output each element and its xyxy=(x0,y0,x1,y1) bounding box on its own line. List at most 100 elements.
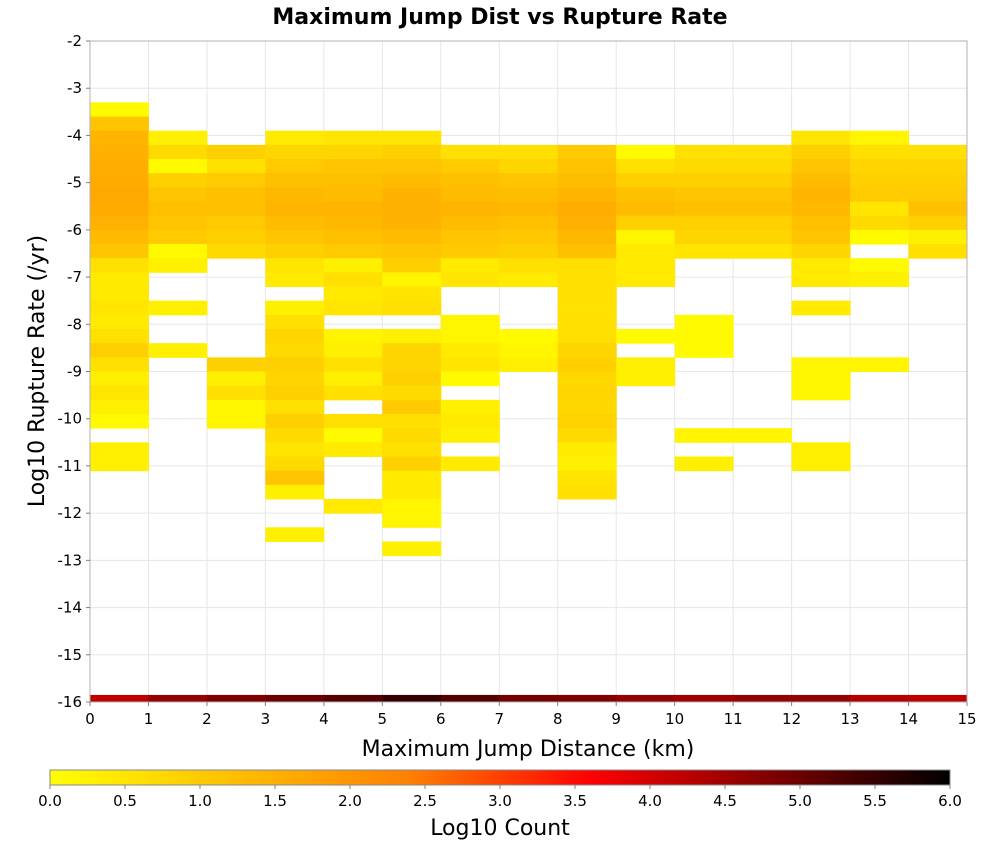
heatmap-cell xyxy=(265,187,325,203)
x-tick-label: 15 xyxy=(957,710,976,728)
heatmap-cell xyxy=(499,215,559,231)
heatmap-cell xyxy=(265,470,325,486)
heatmap-cell xyxy=(90,159,149,174)
heatmap-cell xyxy=(148,201,208,217)
heatmap-cell xyxy=(616,329,676,344)
heatmap-cell xyxy=(382,329,442,344)
heatmap-cell xyxy=(674,187,734,203)
heatmap-cell xyxy=(265,173,325,188)
heatmap-cell xyxy=(733,229,793,245)
heatmap-cell xyxy=(148,244,208,259)
heatmap-cell xyxy=(557,215,617,231)
heatmap-cell xyxy=(791,229,851,245)
heatmap-cell xyxy=(557,286,617,302)
heatmap-cell xyxy=(557,456,617,472)
heatmap-cell xyxy=(674,159,734,174)
heatmap-cell xyxy=(382,456,442,472)
heatmap-cell xyxy=(616,357,676,372)
heatmap-cell xyxy=(791,371,851,387)
heatmap-cell xyxy=(323,201,383,217)
heatmap-cell xyxy=(557,694,617,702)
heatmap-cell xyxy=(323,272,383,288)
heatmap-cell xyxy=(265,144,325,160)
x-tick-label: 11 xyxy=(724,710,743,728)
heatmap-cell xyxy=(90,187,149,203)
heatmap-cell xyxy=(557,258,617,273)
heatmap-cell xyxy=(382,130,442,146)
heatmap-cell xyxy=(733,187,793,203)
heatmap-cell xyxy=(382,470,442,486)
heatmap-cell xyxy=(90,215,149,231)
heatmap-cell xyxy=(323,244,383,259)
heatmap-cell xyxy=(148,130,208,146)
heatmap-cell xyxy=(557,371,617,387)
heatmap-cell xyxy=(382,187,442,203)
x-tick-label: 8 xyxy=(553,710,563,728)
heatmap-cell xyxy=(265,300,325,316)
heatmap-cell xyxy=(850,187,910,203)
heatmap-cell xyxy=(206,399,266,415)
x-tick-label: 0 xyxy=(85,710,95,728)
heatmap-cell xyxy=(733,694,793,702)
heatmap-cell xyxy=(791,201,851,217)
heatmap-cell xyxy=(90,456,149,472)
heatmap-cell xyxy=(382,442,442,457)
heatmap-cell xyxy=(791,215,851,231)
heatmap-cell xyxy=(616,229,676,245)
heatmap-cell xyxy=(265,357,325,372)
heatmap-cell xyxy=(90,300,149,316)
heatmap-cell xyxy=(674,329,734,344)
heatmap-cell xyxy=(265,244,325,259)
heatmap-cell xyxy=(382,215,442,231)
heatmap-cell xyxy=(499,329,559,344)
heatmap-cell xyxy=(674,215,734,231)
x-tick-label: 5 xyxy=(378,710,388,728)
heatmap-cell xyxy=(674,173,734,188)
heatmap-cell xyxy=(382,144,442,160)
heatmap-cell xyxy=(323,173,383,188)
heatmap-cell xyxy=(90,413,149,429)
y-tick-label: -15 xyxy=(58,646,83,664)
heatmap-cell xyxy=(557,173,617,188)
heatmap-cell xyxy=(440,371,500,387)
heatmap-cell xyxy=(733,201,793,217)
heatmap-cell xyxy=(382,357,442,372)
heatmap-cell xyxy=(265,484,325,500)
heatmap-cell xyxy=(206,413,266,429)
colorbar-tick-label: 1.5 xyxy=(263,792,287,810)
heatmap-cell xyxy=(499,159,559,174)
colorbar-tick-label: 3.0 xyxy=(488,792,512,810)
heatmap-cell xyxy=(323,215,383,231)
colorbar-tick-label: 2.5 xyxy=(413,792,437,810)
heatmap-cell xyxy=(440,343,500,358)
heatmap-cell xyxy=(557,484,617,500)
heatmap-cell xyxy=(323,371,383,387)
heatmap-cell xyxy=(206,187,266,203)
heatmap-cell xyxy=(265,385,325,401)
heatmap-cell xyxy=(791,258,851,273)
heatmap-cell xyxy=(90,144,149,160)
heatmap-cell xyxy=(323,258,383,273)
heatmap-cell xyxy=(674,343,734,358)
heatmap-cell xyxy=(791,244,851,259)
heatmap-cell xyxy=(90,371,149,387)
colorbar-tick-label: 6.0 xyxy=(938,792,962,810)
heatmap-cell xyxy=(908,244,968,259)
heatmap-cell xyxy=(557,470,617,486)
heatmap-cell xyxy=(616,173,676,188)
heatmap-cell xyxy=(206,201,266,217)
heatmap-cell xyxy=(382,159,442,174)
heatmap-cell xyxy=(557,229,617,245)
heatmap-cell xyxy=(791,272,851,288)
heatmap-cell xyxy=(265,258,325,273)
colorbar-ticks: 0.0 0.5 1.0 1.5 2.0 2.5 3.0 3.5 4.0 4.5 5.0 5.5 6.0 xyxy=(38,785,962,810)
heatmap-cell xyxy=(265,428,325,443)
heatmap-cell xyxy=(265,314,325,330)
heatmap-cell xyxy=(265,442,325,457)
heatmap-cell xyxy=(148,144,208,160)
heatmap-cell xyxy=(382,343,442,358)
heatmap-cell xyxy=(323,286,383,302)
heatmap-cell xyxy=(323,144,383,160)
heatmap-cell xyxy=(148,159,208,174)
